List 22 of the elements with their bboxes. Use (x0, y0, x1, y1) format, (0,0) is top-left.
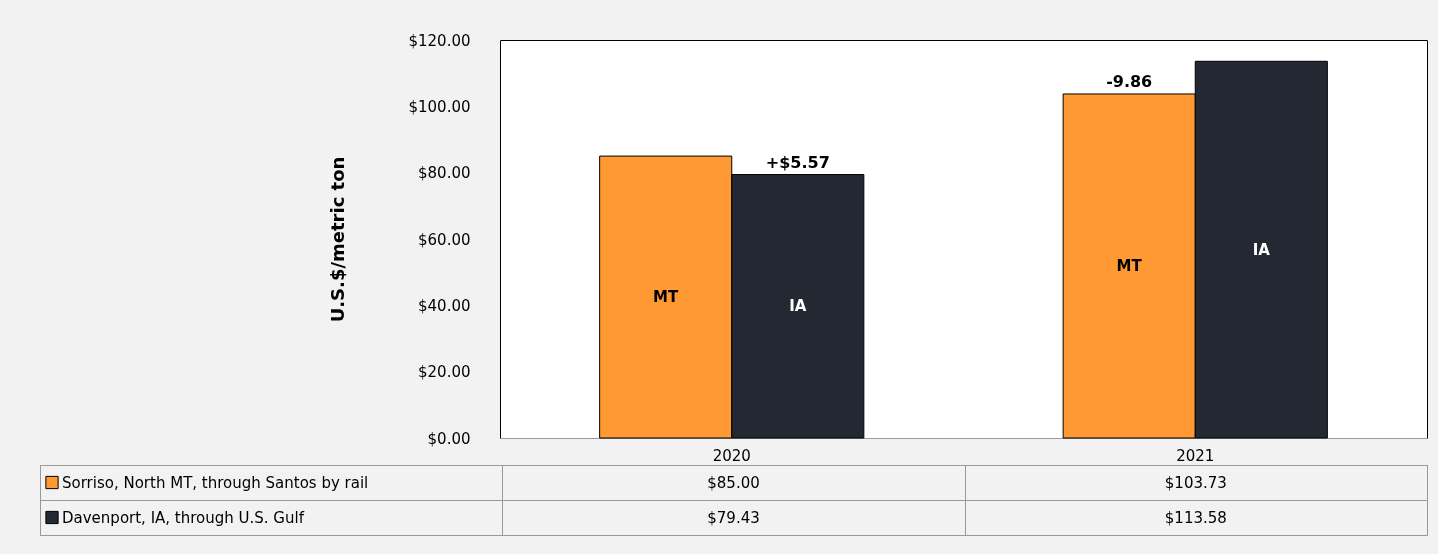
annotation: MT (1116, 256, 1143, 275)
y-tick-label: $0.00 (427, 429, 471, 448)
y-tick-label: $80.00 (418, 164, 471, 183)
annotation: -9.86 (1106, 71, 1153, 91)
y-tick-label: $20.00 (418, 363, 471, 382)
annotation: IA (789, 297, 807, 316)
data-label: $113.58 (1164, 508, 1227, 527)
data-label: $103.73 (1164, 473, 1227, 492)
y-tick-label: $40.00 (418, 296, 471, 315)
y-tick-label: $120.00 (408, 31, 471, 50)
legend-label: Davenport, IA, through U.S. Gulf (62, 508, 305, 527)
annotation: +$5.57 (765, 152, 830, 172)
data-label: $85.00 (707, 473, 760, 492)
x-tick-label: 2020 (712, 446, 751, 465)
y-tick-label: $60.00 (418, 230, 471, 249)
data-label: $79.43 (707, 508, 760, 527)
annotation: IA (1252, 240, 1271, 259)
y-axis-title: U.S.$/metric ton (327, 156, 349, 323)
legend-label: Sorriso, North MT, through Santos by rail (62, 473, 369, 492)
x-tick-label: 2021 (1176, 446, 1215, 465)
y-tick-label: $100.00 (408, 97, 471, 116)
annotation: MT (653, 288, 680, 307)
